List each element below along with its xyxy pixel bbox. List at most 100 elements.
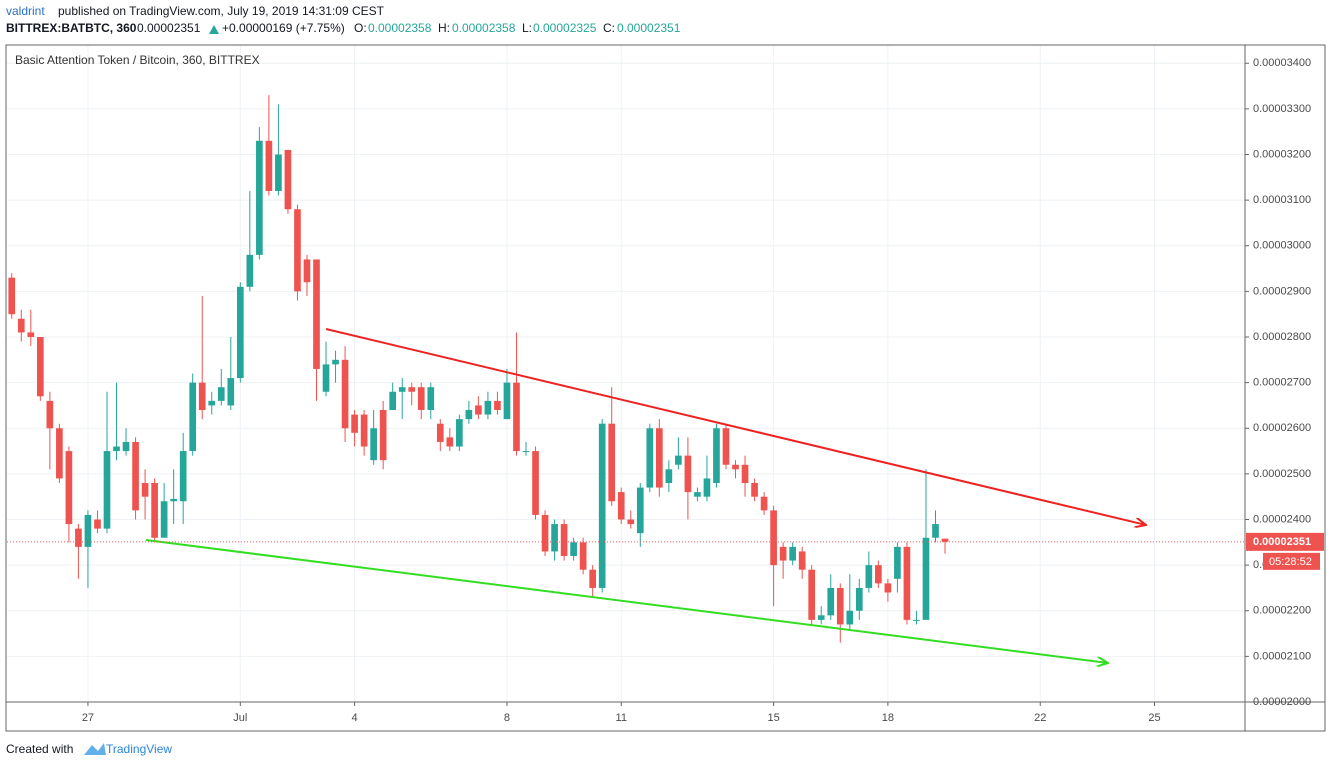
candle-body [8, 277, 16, 315]
up-icon [209, 25, 219, 34]
candle-body [560, 524, 568, 556]
candle-body [598, 423, 606, 588]
y-tick-label: 0.00003100 [1253, 194, 1311, 206]
candle-body [741, 464, 749, 483]
candle-body [408, 387, 416, 392]
axes: 0.000020000.000021000.000022000.00002300… [7, 57, 1324, 724]
candle-body [484, 400, 492, 415]
y-tick-label: 0.00002700 [1253, 377, 1311, 389]
candle-body [836, 587, 844, 625]
candle-body [341, 359, 349, 429]
author[interactable]: valdrint [6, 4, 45, 18]
candle-body [884, 583, 892, 593]
candle-body [522, 451, 530, 453]
candle-body [713, 428, 720, 483]
o-value: 0.00002358 [368, 21, 432, 35]
candle-body [589, 569, 597, 588]
candle-body [903, 546, 911, 620]
candle-body [151, 483, 158, 538]
candle-body [379, 410, 387, 461]
candle-body [751, 483, 758, 497]
candle-body [198, 382, 206, 410]
candle-body [46, 400, 54, 429]
x-tick-label: 11 [616, 712, 627, 724]
candle-body [351, 414, 358, 433]
last-price-label: 0.00002351 [1253, 536, 1311, 548]
candle-body [570, 542, 577, 556]
candle-body [551, 524, 558, 552]
resistance-line [325, 328, 1146, 525]
candle-body [27, 332, 35, 337]
candle-body [217, 387, 225, 401]
candle-body [94, 519, 101, 529]
last-price-box [1246, 532, 1324, 551]
x-tick-label: 4 [352, 712, 358, 724]
candle-body [398, 387, 406, 392]
candle-body [608, 423, 616, 502]
candle-body [65, 451, 73, 525]
candle-body [36, 337, 44, 397]
candle-body [170, 498, 177, 502]
candle-body [189, 382, 197, 452]
countdown-box [1263, 552, 1320, 570]
candle-body [113, 446, 120, 452]
candle-body [360, 414, 368, 447]
candle-body [294, 209, 301, 292]
candle-body [627, 519, 635, 525]
candle-body [798, 551, 806, 570]
candle-body [103, 451, 111, 529]
candle-body [817, 615, 825, 620]
candle-body [284, 149, 292, 210]
countdown: 05:28:52 [1269, 556, 1312, 568]
y-tick-label: 0.00002600 [1253, 422, 1311, 434]
candle-body [313, 259, 320, 369]
candle-body [770, 510, 777, 566]
candle-body [303, 259, 311, 283]
candle-body [855, 587, 863, 611]
candle-body [446, 437, 454, 447]
candle-body [227, 378, 235, 406]
candle-body [789, 546, 796, 561]
candle-body [865, 565, 873, 588]
candle-body [703, 478, 711, 497]
l-value: 0.00002325 [533, 21, 597, 35]
support-line [145, 539, 1108, 663]
c-label: C: [603, 21, 615, 35]
candle-body [417, 387, 425, 410]
x-tick-label: Jul [233, 712, 247, 724]
candle-body [617, 492, 625, 520]
candle-body [646, 428, 654, 488]
candle-body [465, 410, 473, 420]
x-tick-label: 8 [504, 712, 510, 724]
published: published on TradingView.com, July 19, 2… [58, 4, 385, 18]
y-tick-label: 0.00002200 [1253, 605, 1311, 617]
candle-body [370, 428, 377, 461]
candle-body [513, 382, 520, 452]
candle-body [684, 455, 692, 493]
candle-body [141, 483, 149, 497]
x-tick-label: 22 [1034, 712, 1046, 724]
candle-body [436, 423, 444, 442]
candle-body [875, 565, 882, 584]
candle-body [503, 382, 511, 420]
o-label: O: [354, 21, 367, 35]
logo [84, 743, 106, 755]
candle-body [75, 528, 82, 547]
y-tick-label: 0.00002800 [1253, 331, 1311, 343]
candle-body [760, 496, 768, 511]
candle-body [236, 286, 244, 379]
y-tick-label: 0.00003200 [1253, 148, 1311, 160]
candles [8, 95, 949, 643]
candle-body [275, 154, 282, 191]
candle-body [84, 514, 92, 547]
x-tick-label: 18 [882, 712, 894, 724]
y-tick-label: 0.00002400 [1253, 513, 1311, 525]
candle-body [675, 455, 682, 465]
candle-body [132, 441, 139, 511]
change: +0.00000169 (+7.75%) [222, 21, 345, 35]
brand[interactable]: TradingView [106, 742, 172, 756]
candle-body [779, 546, 787, 561]
candle-body [694, 492, 701, 497]
